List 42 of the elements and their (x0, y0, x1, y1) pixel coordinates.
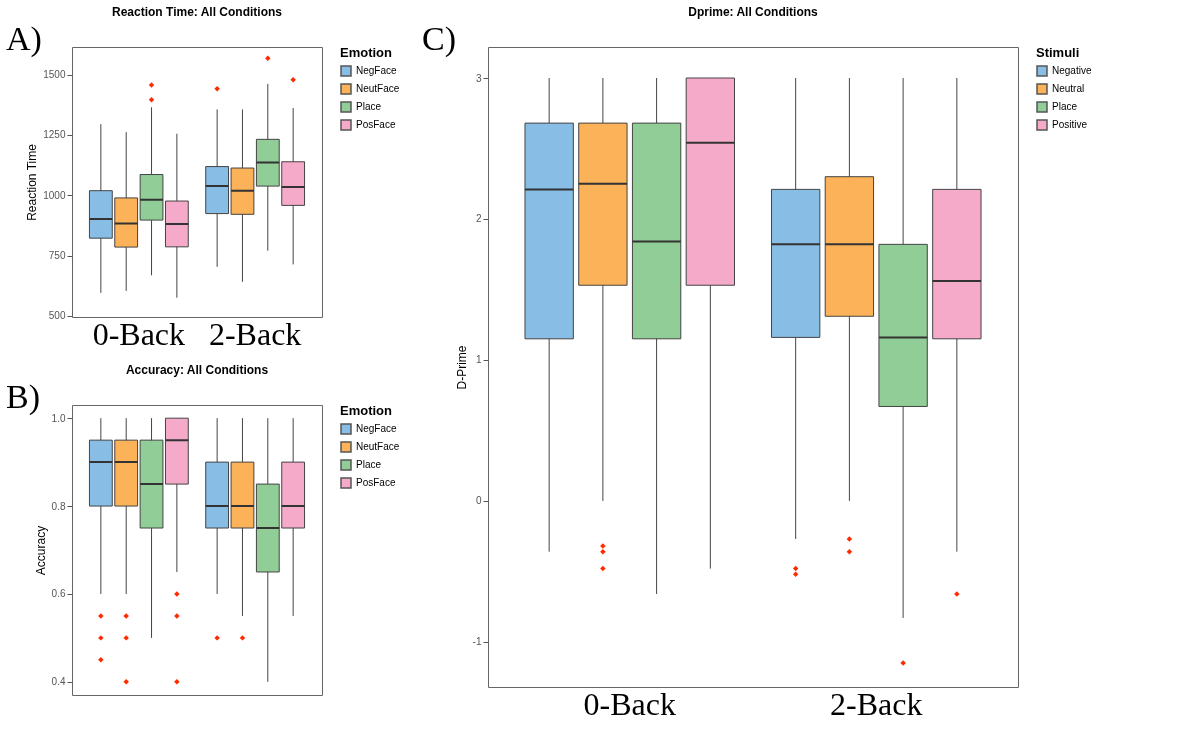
legend-title: Emotion (340, 45, 393, 60)
x-tick-label: 0-Back (583, 685, 676, 722)
legend-label: NeutFace (356, 83, 400, 94)
legend-label: Positive (1052, 119, 1088, 130)
y-tick-label: 0.6 (51, 588, 66, 600)
legend-title: Emotion (340, 403, 393, 418)
y-axis-title: Reaction Time (25, 143, 40, 221)
y-tick-label: 1000 (43, 189, 66, 201)
y-tick-label: 1250 (43, 129, 66, 141)
legend-label: PosFace (356, 477, 396, 488)
y-tick-label: 500 (48, 310, 66, 322)
chart-title: Accuracy: All Conditions (125, 363, 269, 377)
legend-label: NegFace (356, 65, 398, 76)
y-tick-label: 1.0 (51, 412, 66, 424)
legend-label: NegFace (356, 423, 398, 434)
y-tick-label: -1 (472, 636, 482, 648)
y-tick-label: 1500 (43, 69, 66, 81)
x-tick-label: 0-Back (92, 315, 186, 352)
x-tick-label: 2-Back (208, 315, 302, 352)
legend-label: Negative (1052, 65, 1092, 76)
y-tick-label: 750 (48, 250, 66, 262)
legend-label: Place (356, 101, 382, 112)
y-tick-label: 0.8 (51, 500, 66, 512)
legend-label: Place (1052, 101, 1078, 112)
y-tick-label: 3 (475, 72, 482, 84)
y-axis-title: D-Prime (454, 345, 469, 390)
legend-title: Stimuli (1036, 45, 1080, 60)
x-tick-label: 2-Back (830, 685, 923, 722)
y-tick-label: 0.4 (51, 676, 66, 688)
legend-label: Place (356, 459, 382, 470)
text: B) (6, 378, 40, 416)
y-tick-label: 1 (475, 354, 482, 366)
y-axis-title: Accuracy (33, 525, 48, 576)
text: C) (422, 20, 456, 58)
chart-title: Dprime: All Conditions (688, 5, 819, 19)
y-tick-label: 2 (475, 213, 482, 225)
legend-label: NeutFace (356, 441, 400, 452)
y-tick-label: 0 (475, 495, 482, 507)
chart-title: Reaction Time: All Conditions (111, 5, 283, 19)
text: A) (6, 20, 42, 58)
legend-label: PosFace (356, 119, 396, 130)
legend-label: Neutral (1052, 83, 1085, 94)
